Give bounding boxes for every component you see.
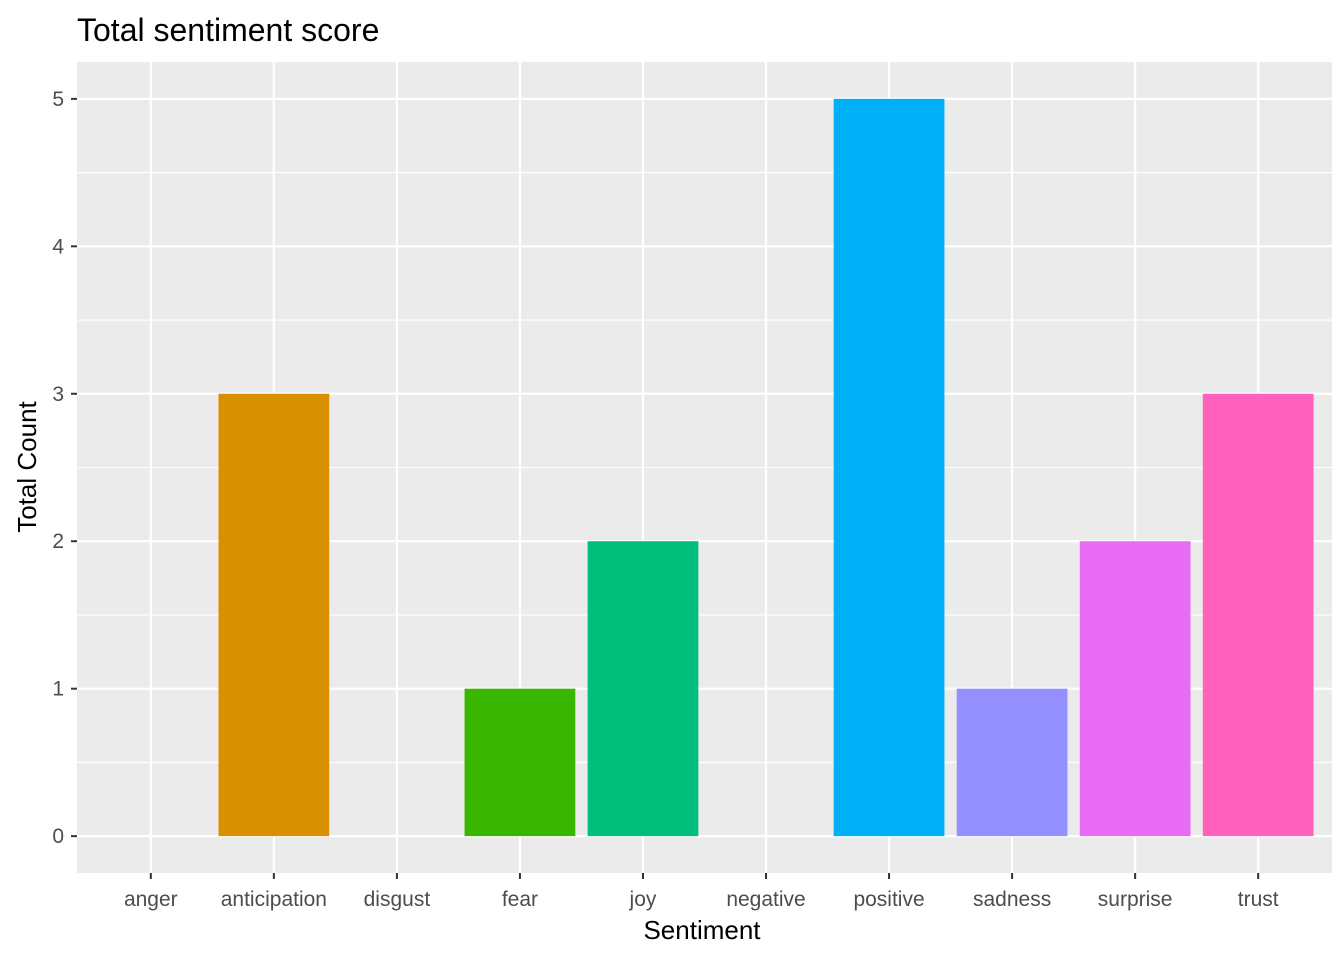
x-tick-label: disgust <box>364 888 431 911</box>
y-tick-label: 5 <box>52 88 64 111</box>
x-tick-label: sadness <box>973 888 1051 911</box>
bar-fear <box>464 688 576 837</box>
y-tick-label: 3 <box>52 383 64 406</box>
y-tick-label: 4 <box>52 235 64 258</box>
x-tick-label: trust <box>1238 888 1279 911</box>
x-axis: anger anticipation disgust fear joy negative p… <box>124 873 1279 911</box>
bar-anticipation <box>218 393 330 837</box>
x-axis-title: Sentiment <box>643 915 761 945</box>
y-tick-label: 1 <box>52 678 64 701</box>
x-tick-label: fear <box>502 888 538 911</box>
bar-trust <box>1202 393 1314 837</box>
y-tick-label: 0 <box>52 825 64 848</box>
x-tick-label: joy <box>629 888 657 911</box>
x-tick-label: anticipation <box>221 888 327 911</box>
bar-positive <box>833 98 945 837</box>
bar-joy <box>587 541 699 837</box>
bar-surprise <box>1079 541 1191 837</box>
bars <box>218 98 1314 837</box>
x-tick-label: surprise <box>1098 888 1173 911</box>
y-axis-title: Total Count <box>12 400 42 532</box>
y-axis: 0 1 2 3 4 5 <box>52 88 77 848</box>
y-tick-label: 2 <box>52 530 64 553</box>
bar-sadness <box>956 688 1068 837</box>
x-tick-label: positive <box>853 888 924 911</box>
x-tick-label: negative <box>726 888 805 911</box>
x-tick-label: anger <box>124 888 178 911</box>
chart-title: Total sentiment score <box>77 12 379 48</box>
